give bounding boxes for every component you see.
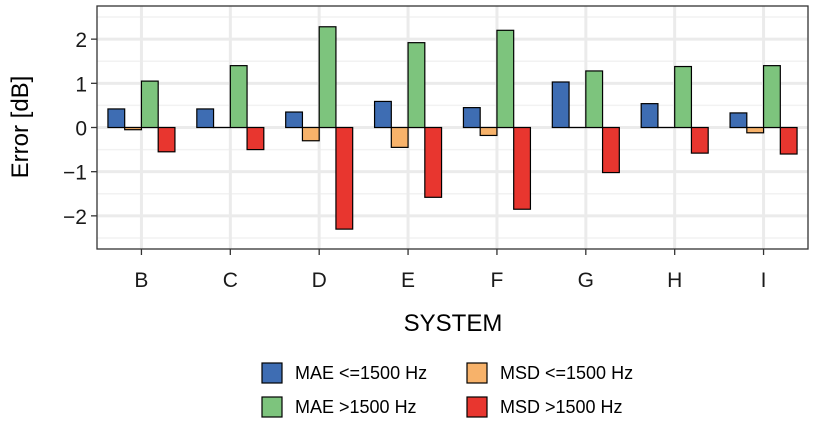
legend-label: MAE >1500 Hz [295, 397, 417, 417]
bar-e-2 [390, 126, 409, 148]
x-axis-title: SYSTEM [404, 310, 503, 337]
bar-g-4 [601, 126, 620, 174]
y-tick-label: 1 [75, 73, 87, 96]
x-tick-label: E [401, 269, 415, 292]
bar-f-1 [462, 107, 481, 129]
bar-i-1 [729, 112, 748, 129]
y-tick-label: 0 [75, 118, 87, 141]
legend-label: MSD >1500 Hz [500, 397, 623, 417]
bar-b-4 [157, 126, 176, 153]
legend-item: MSD >1500 Hz [466, 396, 623, 418]
x-tick-label: D [312, 269, 327, 292]
x-tick-label: H [667, 269, 682, 292]
legend: MAE <=1500 Hz MSD <=1500 Hz MAE >1500 Hz MS… [261, 362, 633, 418]
y-tick-label: 2 [75, 29, 87, 52]
bar-h-4 [690, 126, 709, 154]
bar-e-4 [424, 126, 443, 198]
y-tick-label: −2 [63, 206, 87, 229]
legend-item: MAE >1500 Hz [261, 396, 417, 418]
bar-e-3 [407, 42, 426, 129]
x-tick-label: C [223, 269, 238, 292]
legend-label: MAE <=1500 Hz [295, 363, 427, 383]
x-tick-label: F [491, 269, 504, 292]
y-axis-title: Error [dB] [7, 76, 34, 179]
bar-c-4 [246, 126, 265, 151]
y-tick-label: −1 [63, 162, 87, 185]
bar-c-1 [196, 108, 215, 129]
x-tick-label: I [761, 269, 767, 292]
bar-d-4 [335, 126, 354, 230]
plot-panel [96, 5, 809, 250]
bar-h-1 [640, 103, 659, 129]
bar-i-3 [762, 65, 781, 129]
legend-swatch [466, 362, 488, 384]
legend-swatch [466, 396, 488, 418]
bar-d-3 [318, 26, 337, 129]
bar-f-2 [479, 126, 498, 137]
legend-label: MSD <=1500 Hz [500, 363, 633, 383]
legend-item: MAE <=1500 Hz [261, 362, 427, 384]
bar-i-2 [746, 126, 765, 134]
bar-b-1 [107, 108, 126, 129]
legend-swatch [261, 396, 283, 418]
bar-b-2 [124, 126, 143, 131]
x-axis: B C D E F G H I [134, 249, 766, 292]
y-axis: 2 1 0 −1 −2 [63, 29, 97, 229]
x-tick-label: G [578, 269, 594, 292]
bar-c-3 [229, 65, 248, 129]
bar-d-2 [301, 126, 320, 142]
bar-i-4 [779, 126, 798, 155]
legend-swatch [261, 362, 283, 384]
bar-g-1 [551, 81, 570, 129]
bar-b-3 [140, 80, 159, 129]
bar-h-3 [674, 65, 693, 129]
legend-item: MSD <=1500 Hz [466, 362, 633, 384]
x-tick-label: B [134, 269, 148, 292]
bar-g-3 [585, 70, 604, 129]
bar-f-3 [496, 29, 515, 129]
bar-f-4 [513, 126, 532, 210]
bar-e-1 [373, 100, 392, 129]
bar-d-1 [285, 111, 304, 129]
